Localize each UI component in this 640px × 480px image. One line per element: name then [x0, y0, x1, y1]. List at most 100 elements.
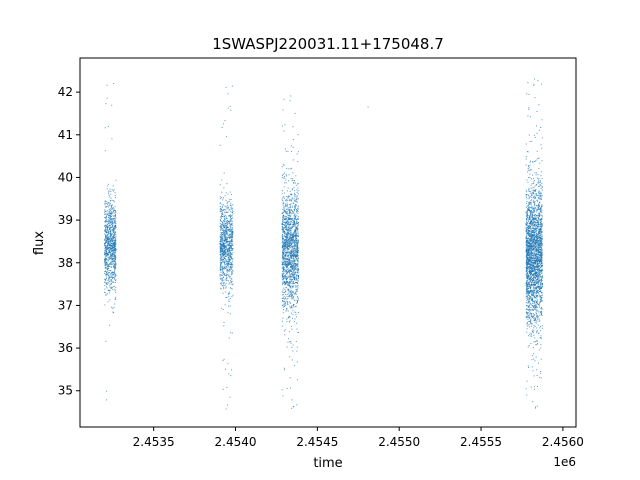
data-point: [110, 191, 112, 192]
data-point: [294, 265, 296, 267]
data-point: [289, 244, 291, 246]
data-point: [285, 196, 287, 198]
data-point: [226, 254, 228, 256]
data-point: [296, 248, 298, 250]
data-point: [535, 306, 537, 308]
data-point: [528, 257, 530, 259]
data-point: [295, 185, 297, 187]
data-point: [283, 217, 285, 219]
data-point: [536, 264, 538, 266]
data-point: [290, 252, 292, 254]
data-point: [533, 233, 535, 235]
data-point: [106, 188, 108, 190]
data-point: [283, 239, 285, 241]
data-point: [107, 126, 109, 128]
data-point: [115, 248, 117, 250]
data-point: [112, 222, 114, 224]
data-point: [226, 239, 228, 241]
data-point: [536, 269, 538, 271]
data-point: [534, 222, 536, 224]
data-point: [529, 215, 531, 217]
data-point: [525, 255, 527, 257]
data-point: [232, 270, 234, 272]
data-point: [111, 261, 113, 263]
data-point: [284, 250, 286, 252]
data-point: [283, 228, 285, 230]
data-point: [291, 261, 293, 263]
data-point: [224, 253, 226, 255]
data-point: [114, 243, 116, 245]
data-point: [228, 296, 230, 298]
data-point: [537, 286, 539, 288]
data-point: [287, 209, 289, 211]
data-point: [541, 160, 543, 162]
data-point: [115, 231, 117, 233]
data-point: [283, 243, 284, 245]
data-point: [288, 267, 290, 269]
data-point: [224, 120, 226, 122]
data-point: [288, 285, 290, 287]
data-point: [105, 250, 107, 252]
data-point: [540, 312, 542, 314]
data-point: [104, 210, 106, 212]
data-point: [538, 241, 540, 243]
data-point: [282, 252, 284, 254]
data-point: [282, 267, 284, 269]
data-point: [105, 258, 107, 260]
data-point: [222, 292, 224, 294]
data-point: [232, 233, 233, 235]
data-point: [293, 299, 295, 301]
data-point: [220, 271, 222, 273]
data-point: [535, 189, 537, 191]
data-point: [537, 289, 539, 291]
data-point: [541, 262, 543, 264]
data-point: [540, 241, 542, 243]
data-point: [540, 231, 542, 233]
data-point: [283, 210, 285, 212]
data-point: [111, 246, 113, 248]
data-point: [290, 200, 292, 202]
data-point: [541, 243, 543, 245]
data-point: [527, 250, 529, 252]
data-point: [225, 259, 227, 261]
data-point: [528, 206, 530, 208]
data-point: [526, 277, 528, 279]
data-point: [296, 282, 298, 284]
data-point: [225, 297, 227, 299]
data-point: [295, 247, 297, 249]
data-point: [281, 276, 283, 278]
data-point: [292, 268, 294, 270]
data-point: [287, 250, 289, 252]
data-point: [282, 200, 284, 202]
data-point: [534, 216, 536, 218]
data-point: [289, 199, 291, 201]
data-point: [539, 185, 541, 187]
data-point: [541, 314, 543, 316]
data-point: [534, 244, 536, 246]
data-point: [295, 293, 297, 295]
data-point: [220, 213, 222, 215]
data-point: [282, 216, 284, 218]
data-point: [114, 254, 116, 256]
data-point: [283, 262, 285, 264]
data-point: [296, 404, 298, 406]
data-point: [294, 365, 296, 367]
data-point: [282, 312, 284, 314]
data-point: [531, 227, 533, 229]
data-point: [539, 181, 541, 183]
data-point: [292, 224, 294, 226]
data-point: [286, 267, 288, 269]
data-point: [284, 258, 286, 260]
data-point: [529, 310, 531, 312]
data-point: [537, 311, 539, 313]
data-point: [288, 254, 290, 256]
data-point: [227, 234, 229, 236]
data-point: [221, 245, 223, 247]
data-point: [222, 221, 224, 223]
data-point: [536, 245, 538, 247]
data-point: [538, 178, 540, 180]
data-point: [283, 230, 285, 232]
data-point: [295, 237, 297, 239]
data-point: [532, 229, 534, 231]
data-point: [111, 244, 113, 246]
